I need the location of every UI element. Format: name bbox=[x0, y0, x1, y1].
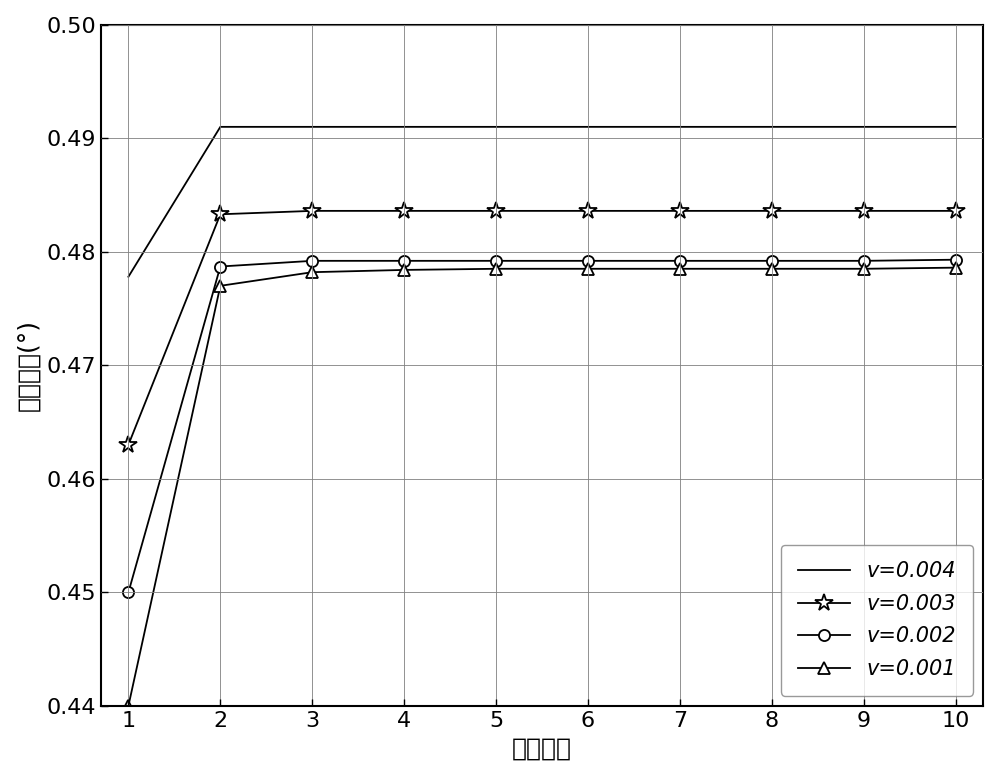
v=0.004 bbox=[214, 122, 226, 131]
Line: v=0.003: v=0.003 bbox=[119, 202, 965, 454]
Y-axis label: 空间角度(°): 空间角度(°) bbox=[17, 319, 41, 411]
Line: v=0.002: v=0.002 bbox=[123, 254, 961, 598]
Legend: v=0.004, v=0.003, v=0.002, v=0.001: v=0.004, v=0.003, v=0.002, v=0.001 bbox=[781, 545, 973, 695]
v=0.002 bbox=[214, 262, 226, 271]
v=0.004 bbox=[858, 122, 870, 131]
v=0.001 bbox=[766, 264, 778, 274]
v=0.001 bbox=[858, 264, 870, 274]
v=0.004 bbox=[490, 122, 502, 131]
v=0.003 bbox=[490, 206, 502, 215]
v=0.001 bbox=[582, 264, 594, 274]
v=0.004 bbox=[306, 122, 318, 131]
v=0.002 bbox=[582, 256, 594, 266]
v=0.004 bbox=[582, 122, 594, 131]
v=0.003 bbox=[766, 206, 778, 215]
v=0.001 bbox=[306, 267, 318, 277]
v=0.001 bbox=[950, 263, 962, 272]
v=0.003 bbox=[122, 440, 134, 449]
v=0.001 bbox=[122, 702, 134, 711]
v=0.004 bbox=[950, 122, 962, 131]
v=0.002 bbox=[766, 256, 778, 266]
v=0.003 bbox=[858, 206, 870, 215]
v=0.002 bbox=[858, 256, 870, 266]
v=0.003 bbox=[214, 210, 226, 219]
v=0.003 bbox=[582, 206, 594, 215]
v=0.004 bbox=[766, 122, 778, 131]
v=0.003 bbox=[950, 206, 962, 215]
Line: v=0.001: v=0.001 bbox=[123, 262, 961, 712]
v=0.002 bbox=[674, 256, 686, 266]
v=0.003 bbox=[398, 206, 410, 215]
v=0.003 bbox=[306, 206, 318, 215]
v=0.002 bbox=[950, 255, 962, 264]
v=0.001 bbox=[214, 281, 226, 291]
v=0.004 bbox=[398, 122, 410, 131]
v=0.003 bbox=[674, 206, 686, 215]
v=0.001 bbox=[490, 264, 502, 274]
v=0.001 bbox=[674, 264, 686, 274]
v=0.002 bbox=[122, 587, 134, 597]
Line: v=0.004: v=0.004 bbox=[128, 127, 956, 277]
v=0.001 bbox=[398, 265, 410, 274]
v=0.002 bbox=[398, 256, 410, 266]
X-axis label: 迭代次数: 迭代次数 bbox=[512, 737, 572, 761]
v=0.004 bbox=[674, 122, 686, 131]
v=0.002 bbox=[306, 256, 318, 266]
v=0.004 bbox=[122, 272, 134, 281]
v=0.002 bbox=[490, 256, 502, 266]
